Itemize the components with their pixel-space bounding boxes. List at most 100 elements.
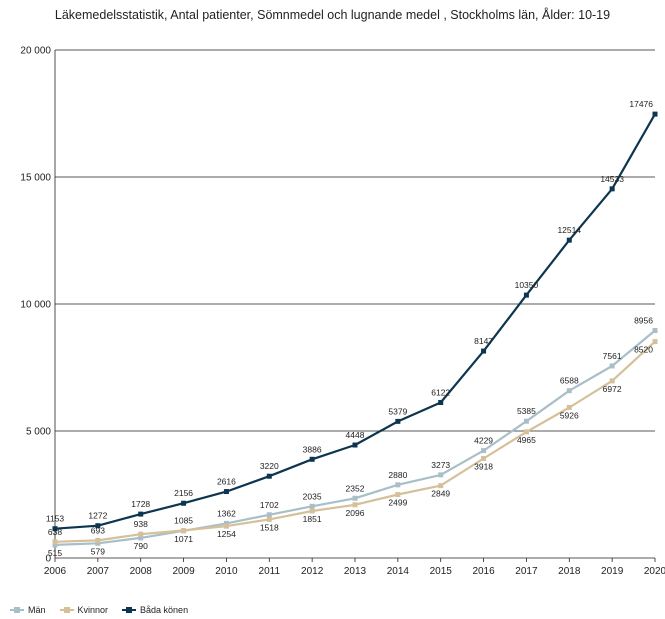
data-label: 1085 <box>174 515 193 525</box>
data-point-båda-könen <box>481 348 487 354</box>
data-point-båda-könen <box>309 456 315 462</box>
data-point-båda-könen <box>95 523 101 529</box>
data-point-män <box>309 503 315 509</box>
data-label: 10350 <box>515 280 539 290</box>
data-point-båda-könen <box>181 500 187 506</box>
data-point-kvinnor <box>523 429 529 435</box>
x-tick-label: 2007 <box>87 566 110 577</box>
y-tick-label: 10 000 <box>20 300 51 311</box>
data-label: 6122 <box>431 388 450 398</box>
series-line-båda-könen <box>54 113 656 530</box>
data-label: 5926 <box>560 410 579 420</box>
data-point-män <box>95 540 101 546</box>
data-label: 2499 <box>388 498 407 508</box>
data-label: 12514 <box>557 225 581 235</box>
data-point-män <box>652 328 658 334</box>
data-label: 790 <box>134 541 148 551</box>
legend: Män Kvinnor Båda könen <box>10 605 188 615</box>
data-label: 3886 <box>303 444 322 454</box>
legend-item-män[interactable]: Män <box>10 605 46 615</box>
y-tick-label: 15 000 <box>20 173 51 184</box>
x-tick-label: 2012 <box>301 566 324 577</box>
legend-label: Män <box>28 605 46 615</box>
x-tick-label: 2006 <box>44 566 67 577</box>
x-tick-label: 2015 <box>430 566 453 577</box>
data-label: 7561 <box>603 351 622 361</box>
x-tick-label: 2020 <box>644 566 665 577</box>
data-label: 8147 <box>474 336 493 346</box>
data-point-kvinnor <box>52 539 58 545</box>
data-label: 1071 <box>174 534 193 544</box>
line-chart: 0 5 000 10 000 15 000 20 000 2006 2007 2008 2009… <box>20 46 665 578</box>
data-label: 4229 <box>474 436 493 446</box>
x-tick-label: 2011 <box>259 566 281 577</box>
chart-title: Läkemedelsstatistik, Antal patienter, Sö… <box>54 8 611 22</box>
data-point-män <box>266 512 272 518</box>
data-label: 2616 <box>217 477 236 487</box>
legend-label: Båda könen <box>140 605 189 615</box>
data-point-båda-könen <box>395 418 401 424</box>
data-point-män <box>52 542 58 548</box>
data-label: 2352 <box>346 483 365 493</box>
data-point-kvinnor <box>352 502 358 508</box>
legend-item-kvinnor[interactable]: Kvinnor <box>59 605 109 615</box>
data-point-män <box>438 472 444 478</box>
x-tick-label: 2010 <box>215 566 238 577</box>
x-tick-label: 2008 <box>130 566 153 577</box>
data-point-män <box>481 448 487 454</box>
data-label: 1851 <box>303 514 322 524</box>
data-point-män <box>609 363 615 369</box>
data-point-båda-könen <box>652 111 658 117</box>
data-point-båda-könen <box>138 511 144 517</box>
data-point-båda-könen <box>566 237 572 243</box>
data-label: 3918 <box>474 461 493 471</box>
data-point-män <box>138 535 144 541</box>
data-label: 5379 <box>388 406 407 416</box>
data-point-båda-könen <box>438 400 444 406</box>
legend-label: Kvinnor <box>77 605 109 615</box>
data-label: 8520 <box>634 345 653 355</box>
data-label: 1702 <box>260 500 279 510</box>
x-tick-label: 2018 <box>558 566 581 577</box>
data-label: 1153 <box>46 514 65 524</box>
x-tick-label: 2016 <box>472 566 495 577</box>
data-point-kvinnor <box>438 483 444 489</box>
x-tick-label: 2017 <box>515 566 538 577</box>
data-point-kvinnor <box>309 508 315 514</box>
y-tick-label: 0 <box>45 554 51 565</box>
data-point-kvinnor <box>266 516 272 522</box>
data-label: 4965 <box>517 435 536 445</box>
data-label: 579 <box>91 546 105 556</box>
y-tick-label: 20 000 <box>20 46 51 57</box>
data-point-män <box>223 520 229 526</box>
x-tick-label: 2019 <box>601 566 624 577</box>
x-tick-label: 2013 <box>344 566 367 577</box>
data-point-båda-könen <box>523 292 529 298</box>
data-point-kvinnor <box>395 492 401 498</box>
data-point-män <box>566 388 572 394</box>
data-label: 693 <box>91 525 105 535</box>
data-point-män <box>352 495 358 501</box>
data-label: 4448 <box>346 430 365 440</box>
data-label: 1254 <box>217 529 236 539</box>
data-label: 17476 <box>629 99 653 109</box>
data-label: 638 <box>48 527 62 537</box>
data-label: 3220 <box>260 461 279 471</box>
data-point-båda-könen <box>609 186 615 192</box>
data-label: 6588 <box>560 376 579 386</box>
data-label: 2096 <box>346 508 365 518</box>
data-point-män <box>523 418 529 424</box>
data-label: 3273 <box>431 460 450 470</box>
data-point-kvinnor <box>481 455 487 461</box>
data-point-båda-könen <box>352 442 358 448</box>
legend-item-båda-könen[interactable]: Båda könen <box>122 605 188 615</box>
data-point-kvinnor <box>223 523 229 529</box>
data-label: 1728 <box>131 499 150 509</box>
legend-swatch <box>10 607 24 613</box>
data-label: 515 <box>48 548 62 558</box>
data-point-kvinnor <box>181 527 187 533</box>
data-label: 6972 <box>603 384 622 394</box>
data-label: 2849 <box>431 489 450 499</box>
data-label: 2156 <box>174 488 193 498</box>
data-point-kvinnor <box>138 531 144 537</box>
